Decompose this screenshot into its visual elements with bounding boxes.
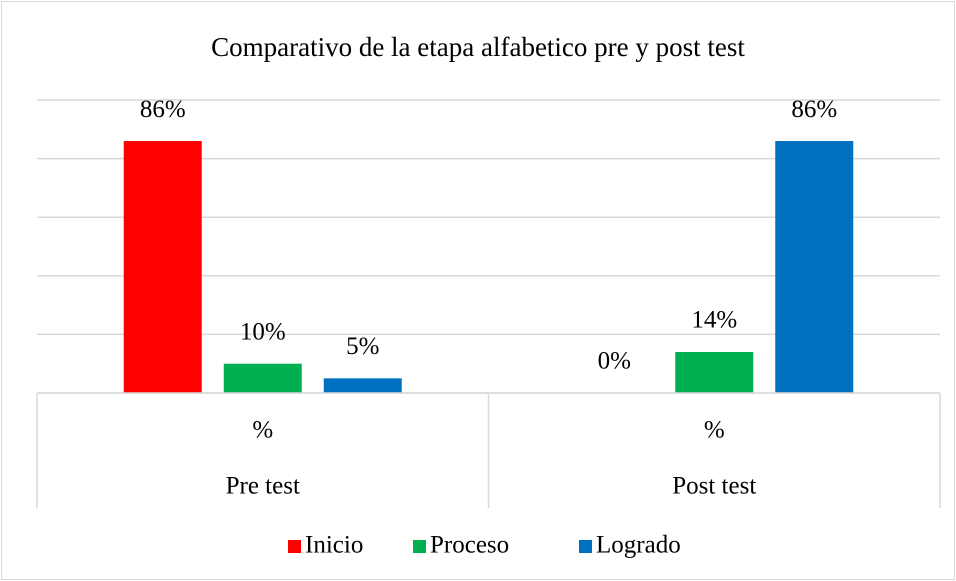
legend-label: Inicio bbox=[305, 532, 363, 559]
group-label: Post test bbox=[672, 473, 756, 500]
data-label: 10% bbox=[240, 318, 286, 345]
legend-label: Proceso bbox=[430, 532, 509, 559]
x-tick-label: % bbox=[252, 417, 273, 444]
legend-label: Logrado bbox=[596, 532, 681, 559]
data-label: 14% bbox=[691, 307, 737, 334]
x-tick-label: % bbox=[704, 417, 725, 444]
bar bbox=[775, 141, 854, 393]
bar bbox=[223, 363, 302, 393]
bar bbox=[323, 378, 402, 393]
bar bbox=[675, 351, 754, 393]
legend-swatch bbox=[288, 540, 301, 553]
bar bbox=[123, 141, 202, 393]
data-label: 86% bbox=[140, 96, 186, 123]
data-label: 5% bbox=[346, 333, 379, 360]
data-label: 0% bbox=[598, 348, 631, 375]
chart-title: Comparativo de la etapa alfabetico pre y… bbox=[211, 32, 745, 62]
legend-swatch bbox=[579, 540, 592, 553]
group-label: Pre test bbox=[226, 473, 300, 500]
legend-swatch bbox=[413, 540, 426, 553]
data-label: 86% bbox=[791, 96, 837, 123]
